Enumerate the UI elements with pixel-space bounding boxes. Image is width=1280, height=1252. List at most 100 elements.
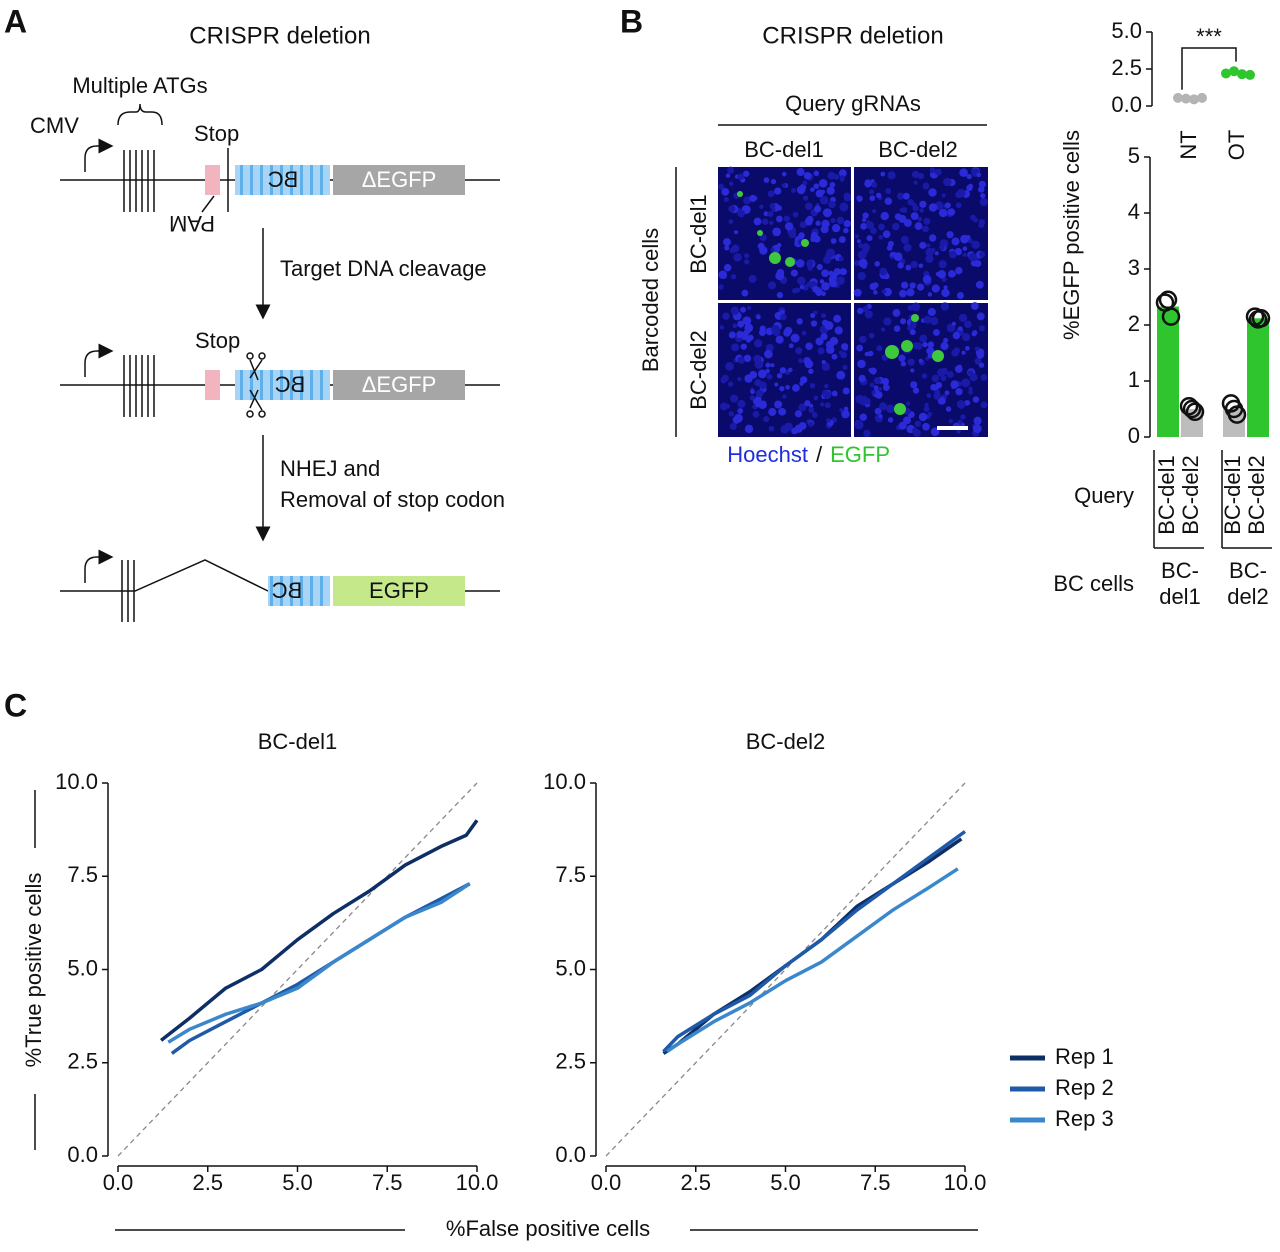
nucleus [945, 406, 952, 412]
nucleus [858, 374, 866, 383]
nucleus [768, 407, 777, 416]
nucleus [839, 408, 844, 413]
nucleus [774, 400, 783, 409]
nucleus [821, 362, 831, 371]
panel-c: C %False positive cells %True positive c… [4, 687, 978, 1241]
nucleus [747, 305, 752, 311]
nucleus [819, 196, 829, 205]
nucleus [978, 325, 986, 332]
nucleus [732, 415, 741, 424]
nucleus [892, 222, 900, 231]
x-tick-label: NT [1176, 130, 1201, 159]
panel-b: B CRISPR deletion Query gRNAs BC-del1 BC… [620, 3, 989, 467]
dot [1189, 94, 1199, 105]
nucleus [858, 258, 868, 268]
nucleus [923, 315, 932, 324]
nucleus [862, 212, 869, 219]
nucleus [839, 202, 849, 212]
nucleus [892, 309, 901, 317]
nucleus [946, 231, 954, 239]
x-tick-label: OT [1224, 130, 1249, 161]
dot [1237, 69, 1247, 80]
nucleus [935, 381, 943, 389]
nucleus [909, 329, 916, 336]
nucleus [779, 367, 787, 374]
nucleus [875, 192, 882, 199]
nucleus [764, 349, 773, 359]
nucleus [876, 345, 883, 352]
y-tick-label: 0 [1128, 423, 1140, 448]
nucleus [819, 279, 825, 284]
nucleus [968, 252, 978, 262]
nucleus [788, 343, 794, 349]
nucleus [906, 401, 911, 406]
nucleus [728, 219, 734, 225]
nucleus [718, 270, 728, 280]
nucleus [927, 341, 935, 348]
construct-3 [60, 549, 500, 622]
nucleus [794, 424, 803, 433]
nucleus [952, 331, 961, 340]
point [1182, 399, 1202, 419]
nucleus [812, 285, 819, 293]
nucleus [935, 271, 941, 277]
nucleus [916, 283, 925, 291]
nucleus [922, 225, 929, 233]
nucleus [943, 177, 952, 187]
nucleus [869, 195, 876, 202]
nucleus [767, 211, 774, 218]
nucleus [910, 212, 919, 221]
nucleus [880, 171, 886, 177]
legend-label: Rep 1 [1055, 1044, 1114, 1069]
nucleus [750, 389, 755, 395]
nucleus [742, 316, 752, 326]
nucleus [883, 383, 889, 389]
nucleus [727, 166, 735, 174]
nucleus [834, 326, 843, 335]
nucleus [872, 282, 879, 289]
nucleus [771, 207, 776, 212]
nucleus [759, 325, 766, 332]
dot [1229, 66, 1239, 77]
nucleus [839, 268, 847, 276]
legend-label: Rep 2 [1055, 1075, 1114, 1100]
nucleus [759, 204, 764, 210]
nucleus [830, 238, 837, 244]
nucleus [763, 211, 769, 217]
nucleus [864, 310, 873, 319]
nucleus [843, 219, 851, 228]
nucleus [737, 320, 745, 328]
nucleus [965, 345, 970, 351]
nucleus [879, 267, 888, 276]
nucleus [912, 342, 920, 350]
nucleus [776, 215, 783, 223]
nucleus [776, 291, 784, 299]
y-tick-label: 10.0 [543, 769, 586, 794]
line [167, 882, 471, 1044]
nucleus [820, 313, 827, 319]
nucleus [781, 183, 786, 188]
nucleus [813, 170, 820, 177]
nucleus [912, 427, 919, 434]
nucleus [931, 284, 940, 293]
nucleus [831, 223, 841, 233]
nucleus [955, 387, 963, 396]
nucleus [933, 329, 940, 336]
nucleus [770, 179, 777, 185]
nucleus [813, 183, 820, 190]
nucleus [763, 416, 770, 423]
nucleus [824, 321, 834, 331]
y-tick-label: 5 [1128, 143, 1140, 168]
nucleus [972, 424, 982, 434]
nucleus [923, 217, 931, 225]
group-label: BC- [1229, 558, 1267, 583]
nucleus [808, 406, 815, 413]
nucleus [737, 173, 744, 180]
nucleus [978, 222, 985, 229]
nucleus [729, 422, 737, 430]
nucleus [756, 314, 761, 320]
nucleus [776, 205, 782, 211]
nucleus [815, 337, 824, 346]
nucleus [964, 320, 972, 329]
nucleus [833, 314, 842, 323]
